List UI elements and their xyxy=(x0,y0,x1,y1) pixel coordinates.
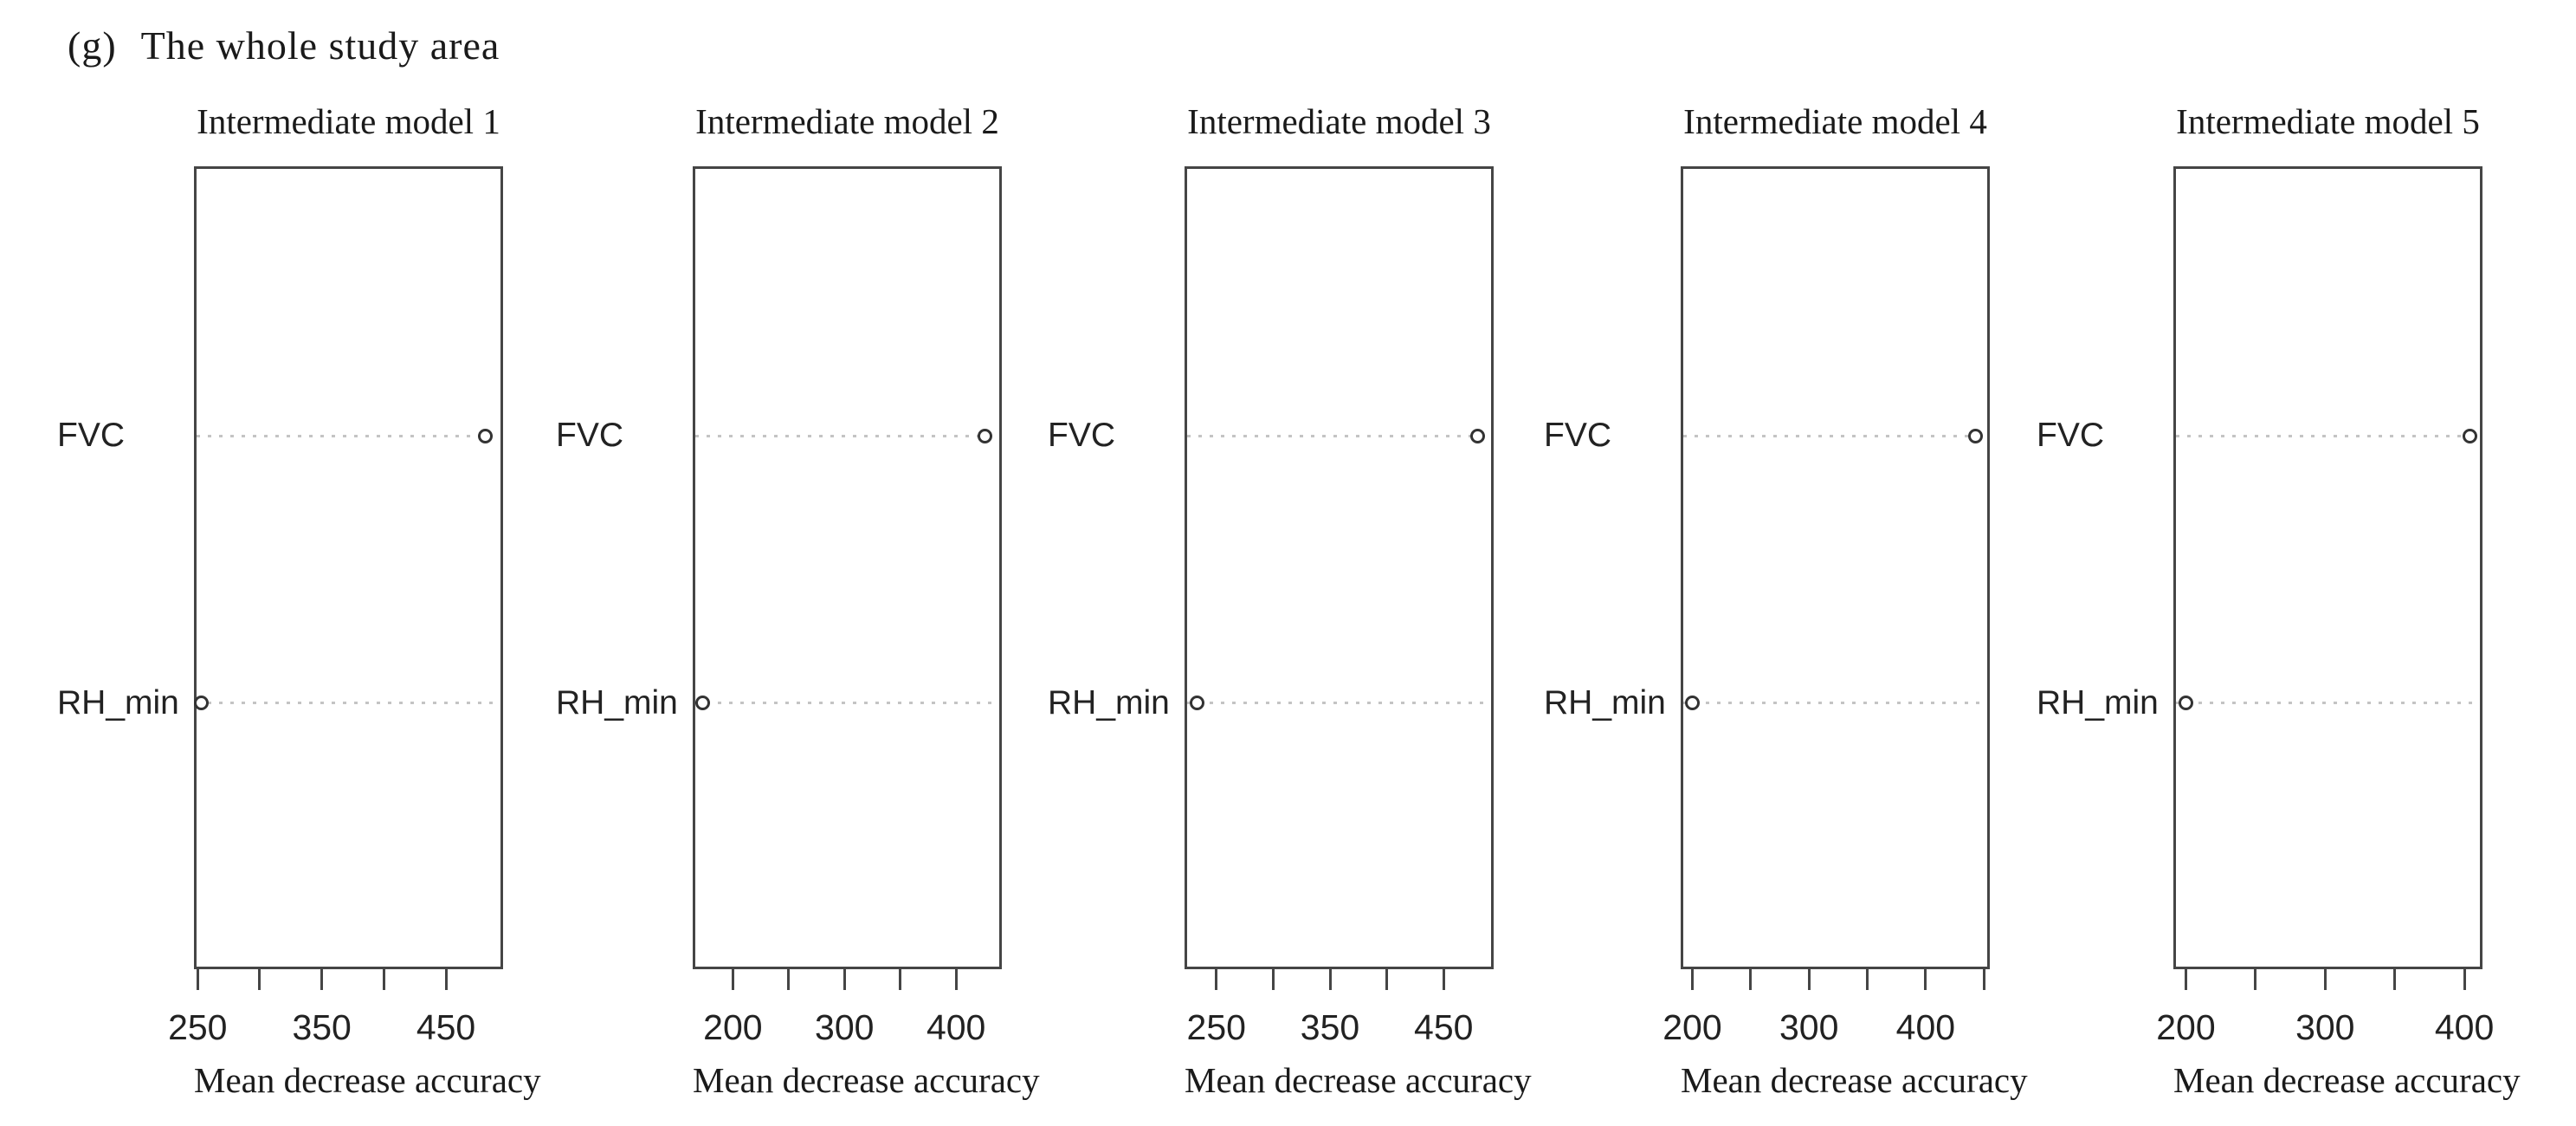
plot-box xyxy=(1681,166,1990,969)
data-point-fvc xyxy=(978,428,993,443)
x-axis-tick-label: 300 xyxy=(815,1007,875,1047)
data-point-fvc xyxy=(478,428,494,443)
dotted-leader-line xyxy=(1683,702,1987,705)
plot-box xyxy=(2173,166,2482,969)
x-axis-tick xyxy=(196,969,199,990)
plot-box xyxy=(1185,166,1494,969)
dotplot-panel-3: Intermediate model 3 FVC RH_min 250 350 450 Me… xyxy=(1037,87,1532,1117)
x-axis-tick xyxy=(954,969,958,990)
x-axis-tick xyxy=(2463,969,2466,990)
x-axis-tick-label: 250 xyxy=(168,1007,228,1047)
figure-caption: (g) The whole study area xyxy=(68,23,500,68)
category-label-fvc: FVC xyxy=(2037,417,2104,454)
panel-title: Intermediate model 5 xyxy=(2176,101,2480,141)
x-axis-tick xyxy=(1982,969,1985,990)
x-axis-tick-label: 350 xyxy=(292,1007,352,1047)
dotted-leader-line xyxy=(1187,434,1491,437)
category-label-fvc: FVC xyxy=(556,417,623,454)
x-axis-tick xyxy=(1442,969,1445,990)
dotted-leader-line xyxy=(695,702,999,705)
x-axis-tick xyxy=(843,969,846,990)
panel-title: Intermediate model 1 xyxy=(197,101,500,141)
x-axis-tick xyxy=(1385,969,1389,990)
x-axis-tick xyxy=(787,969,791,990)
x-axis-caption: Mean decrease accuracy xyxy=(194,1060,541,1100)
x-axis-tick-label: 400 xyxy=(2434,1007,2495,1047)
category-label-rh_min: RH_min xyxy=(556,683,678,722)
x-axis-caption: Mean decrease accuracy xyxy=(693,1060,1040,1100)
data-point-fvc xyxy=(1470,428,1486,443)
x-axis-tick xyxy=(731,969,734,990)
data-point-rh_min xyxy=(194,696,210,711)
category-label-fvc: FVC xyxy=(1048,417,1115,454)
x-axis-tick xyxy=(382,969,385,990)
figure-caption-label: (g) xyxy=(68,23,117,68)
x-axis-tick-label: 450 xyxy=(416,1007,476,1047)
x-axis-tick xyxy=(899,969,902,990)
x-axis-caption: Mean decrease accuracy xyxy=(2173,1060,2521,1100)
data-point-rh_min xyxy=(1684,696,1700,711)
dotted-leader-line xyxy=(695,434,999,437)
figure-caption-title: The whole study area xyxy=(140,23,500,68)
category-label-fvc: FVC xyxy=(57,417,125,454)
x-axis-tick-label: 200 xyxy=(1662,1007,1722,1047)
x-axis-tick-label: 400 xyxy=(926,1007,986,1047)
data-point-rh_min xyxy=(695,696,711,711)
plot-box xyxy=(194,166,503,969)
dotplot-panel-2: Intermediate model 2 FVC RH_min 200 300 400 Me… xyxy=(546,87,1040,1117)
x-axis-tick-label: 200 xyxy=(2156,1007,2216,1047)
x-axis-tick xyxy=(2323,969,2327,990)
dotplot-panel-4: Intermediate model 4 FVC RH_min 200 300 400 Me… xyxy=(1533,87,2028,1117)
x-axis-tick xyxy=(1690,969,1694,990)
x-axis-tick xyxy=(2184,969,2187,990)
x-axis-tick-label: 400 xyxy=(1895,1007,1956,1047)
data-point-fvc xyxy=(1968,428,1984,443)
x-axis-tick-label: 250 xyxy=(1186,1007,1246,1047)
plot-box xyxy=(693,166,1002,969)
x-axis-tick xyxy=(1866,969,1869,990)
panel-title: Intermediate model 3 xyxy=(1187,101,1491,141)
x-axis-tick xyxy=(1924,969,1927,990)
panel-title: Intermediate model 4 xyxy=(1683,101,1987,141)
x-axis-tick-label: 300 xyxy=(2295,1007,2355,1047)
x-axis-tick xyxy=(1807,969,1811,990)
x-axis-tick xyxy=(320,969,324,990)
category-label-rh_min: RH_min xyxy=(57,683,179,722)
x-axis-tick-label: 200 xyxy=(703,1007,763,1047)
data-point-rh_min xyxy=(1189,696,1204,711)
dotplot-panel-1: Intermediate model 1 FVC RH_min 250 350 450 Me… xyxy=(47,87,541,1117)
data-point-fvc xyxy=(2463,428,2478,443)
x-axis-tick xyxy=(1749,969,1753,990)
dotted-leader-line xyxy=(2176,434,2480,437)
panel-title: Intermediate model 2 xyxy=(695,101,999,141)
x-axis-tick xyxy=(444,969,448,990)
x-axis-caption: Mean decrease accuracy xyxy=(1185,1060,1532,1100)
category-label-rh_min: RH_min xyxy=(1544,683,1666,722)
x-axis-caption: Mean decrease accuracy xyxy=(1681,1060,2028,1100)
dotplot-panel-5: Intermediate model 5 FVC RH_min 200 300 400 Me… xyxy=(2026,87,2521,1117)
category-label-rh_min: RH_min xyxy=(1048,683,1170,722)
x-axis-tick xyxy=(2393,969,2397,990)
x-axis-tick xyxy=(1215,969,1218,990)
x-axis-tick xyxy=(2254,969,2257,990)
dotted-leader-line xyxy=(2176,702,2480,705)
x-axis-tick-label: 350 xyxy=(1300,1007,1360,1047)
x-axis-tick xyxy=(1328,969,1332,990)
x-axis-tick xyxy=(1271,969,1275,990)
data-point-rh_min xyxy=(2178,696,2193,711)
category-label-rh_min: RH_min xyxy=(2037,683,2159,722)
dotted-leader-line xyxy=(1683,434,1987,437)
x-axis-tick-label: 300 xyxy=(1779,1007,1839,1047)
x-axis-tick-label: 450 xyxy=(1414,1007,1474,1047)
dotted-leader-line xyxy=(197,702,500,705)
category-label-fvc: FVC xyxy=(1544,417,1611,454)
dotted-leader-line xyxy=(1187,702,1491,705)
dotted-leader-line xyxy=(197,434,500,437)
x-axis-tick xyxy=(258,969,261,990)
